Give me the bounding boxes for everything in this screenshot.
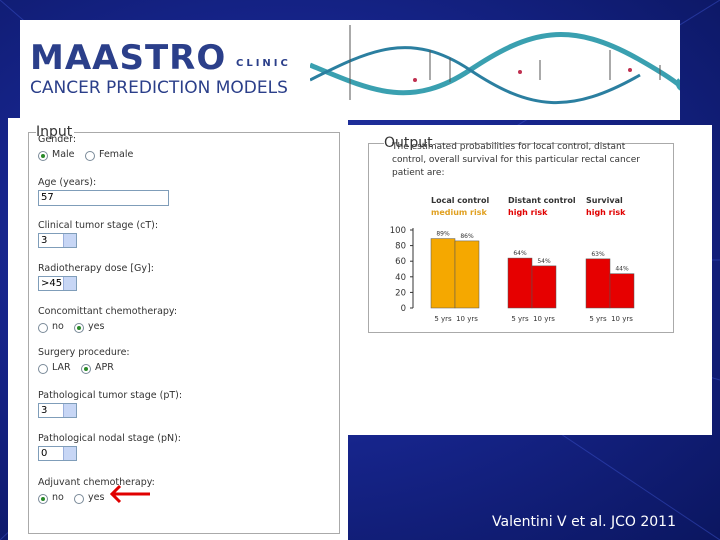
select-button (63, 447, 76, 460)
input-fieldset (28, 132, 340, 534)
field-label: Surgery procedure: (38, 347, 130, 358)
radio-dot (41, 497, 45, 501)
radio-dot (84, 367, 88, 371)
category-label: Local control (431, 196, 489, 205)
output-legend: Output (384, 135, 435, 151)
risk-label: medium risk (431, 208, 487, 217)
input-legend: Input (36, 124, 75, 140)
radio-option: yes (88, 321, 105, 332)
y-tick-label: 100 (390, 226, 406, 236)
radio-option: Male (52, 149, 75, 160)
value-label: 64% (513, 250, 527, 257)
bar-sub-label: 5 yrs (511, 315, 529, 323)
logo: MAASTRO (30, 38, 227, 78)
y-tick-label: 0 (401, 304, 406, 314)
bar-sub-label: 5 yrs (589, 315, 607, 323)
dna-helix (310, 25, 680, 104)
bar-sub-label: 5 yrs (434, 315, 452, 323)
field-label: Radiotherapy dose [Gy]: (38, 263, 154, 274)
bar (454, 240, 480, 309)
select-button (63, 277, 76, 290)
select-value: 3 (41, 405, 48, 416)
category-label: Survival (586, 196, 623, 205)
field-label: Age (years): (38, 177, 97, 188)
field-label: Gender: (38, 134, 77, 145)
field-label: Clinical tumor stage (cT): (38, 220, 159, 231)
radio-button[interactable] (38, 364, 48, 374)
radio-button[interactable] (38, 494, 48, 504)
logo-sub: CLINIC (236, 58, 291, 69)
radio-button[interactable] (81, 364, 91, 374)
radio-button[interactable] (74, 494, 84, 504)
radio-button[interactable] (38, 151, 48, 161)
radio-option: APR (95, 362, 114, 373)
header-panel: MAASTRO CLINIC CANCER PREDICTION MODELS (20, 20, 680, 120)
y-tick-label: 80 (395, 242, 406, 252)
select-button (63, 404, 76, 417)
value-label: 63% (591, 251, 605, 258)
select-box[interactable]: 0 (38, 446, 77, 461)
bar (430, 238, 456, 309)
header-subtitle: CANCER PREDICTION MODELS (30, 78, 288, 98)
radio-option: no (52, 492, 64, 503)
radio-option: LAR (52, 362, 71, 373)
text-input[interactable]: 57 (38, 190, 169, 206)
bar (507, 257, 533, 309)
radio-option: yes (88, 492, 105, 503)
radio-option: no (52, 321, 64, 332)
select-value: >45 (41, 278, 63, 289)
citation: Valentini V et al. JCO 2011 (492, 514, 676, 530)
field-label: Adjuvant chemotherapy: (38, 477, 155, 488)
radio-option: Female (99, 149, 134, 160)
radio-dot (77, 326, 81, 330)
input-panel: Input Gender: Male Female Age (years): 57 Cli… (8, 118, 348, 540)
output-fieldset (368, 143, 674, 333)
radio-dot (41, 154, 45, 158)
risk-label: high risk (586, 208, 626, 217)
select-box[interactable]: >45 (38, 276, 77, 291)
field-label: Pathological nodal stage (pN): (38, 433, 181, 444)
bar (531, 265, 557, 309)
red-arrow (109, 484, 150, 504)
y-tick-label: 40 (395, 273, 406, 283)
output-text: The estimated probabilities for local co… (392, 142, 640, 178)
select-button (63, 234, 76, 247)
y-tick-label: 60 (395, 257, 406, 267)
radio-button[interactable] (85, 151, 95, 161)
select-box[interactable]: 3 (38, 233, 77, 248)
radio-button[interactable] (38, 323, 48, 333)
field-label: Pathological tumor stage (pT): (38, 390, 183, 401)
bar-sub-label: 10 yrs (533, 315, 555, 323)
risk-label: high risk (508, 208, 548, 217)
value-label: 89% (436, 231, 450, 238)
y-tick-label: 20 (395, 288, 406, 298)
bar (609, 273, 635, 309)
value-label: 86% (460, 233, 474, 240)
select-box[interactable]: 3 (38, 403, 77, 418)
chart: 0 20 40 60 80 100 Local control medium risk 89% 5… (390, 196, 635, 323)
bar (585, 258, 611, 309)
bar-sub-label: 10 yrs (456, 315, 478, 323)
bar-sub-label: 10 yrs (611, 315, 633, 323)
select-value: 3 (41, 235, 48, 246)
category-label: Distant control (508, 196, 576, 205)
value-label: 54% (537, 258, 551, 265)
radio-button[interactable] (74, 323, 84, 333)
output-panel: Output The estimated probabilities for l… (348, 125, 712, 435)
value-label: 44% (615, 266, 629, 273)
select-value: 0 (41, 448, 48, 459)
field-label: Concomittant chemotherapy: (38, 306, 178, 317)
